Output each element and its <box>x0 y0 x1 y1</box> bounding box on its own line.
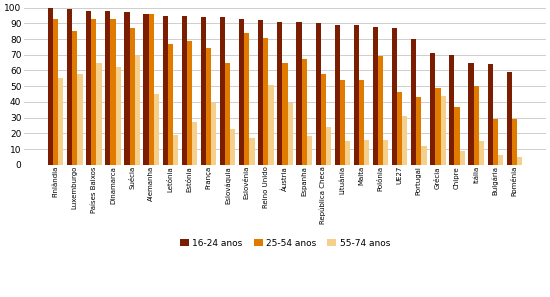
Bar <box>105 11 111 165</box>
Bar <box>58 78 63 165</box>
Bar <box>354 25 359 165</box>
Bar <box>383 140 388 165</box>
Bar <box>402 116 408 165</box>
Bar <box>78 74 82 165</box>
Bar <box>421 146 427 165</box>
Bar <box>211 103 216 165</box>
Bar <box>460 151 465 165</box>
Bar <box>316 23 321 165</box>
Bar <box>392 28 397 165</box>
Bar <box>148 14 154 165</box>
Bar <box>378 56 383 165</box>
Legend: 16-24 anos, 25-54 anos, 55-74 anos: 16-24 anos, 25-54 anos, 55-74 anos <box>176 235 394 251</box>
Bar <box>454 107 460 165</box>
Bar <box>469 63 474 165</box>
Bar <box>124 12 129 165</box>
Bar <box>96 63 102 165</box>
Bar <box>154 94 159 165</box>
Bar <box>225 63 230 165</box>
Bar <box>478 141 484 165</box>
Bar <box>517 157 522 165</box>
Bar <box>373 26 378 165</box>
Bar <box>441 96 446 165</box>
Bar <box>163 15 168 165</box>
Bar <box>340 80 345 165</box>
Bar <box>416 97 421 165</box>
Bar <box>182 15 187 165</box>
Bar <box>230 129 235 165</box>
Bar <box>436 88 441 165</box>
Bar <box>263 37 268 165</box>
Bar <box>498 155 503 165</box>
Bar <box>474 86 478 165</box>
Bar <box>72 31 78 165</box>
Bar <box>135 56 140 165</box>
Bar <box>283 63 288 165</box>
Bar <box>411 39 416 165</box>
Bar <box>487 64 493 165</box>
Bar <box>334 25 340 165</box>
Bar <box>129 28 135 165</box>
Bar <box>206 48 211 165</box>
Bar <box>345 141 350 165</box>
Bar <box>86 11 91 165</box>
Bar <box>268 85 274 165</box>
Bar <box>364 140 369 165</box>
Bar <box>449 55 454 165</box>
Bar <box>220 17 225 165</box>
Bar <box>173 135 178 165</box>
Bar <box>249 138 255 165</box>
Bar <box>201 17 206 165</box>
Bar <box>192 122 197 165</box>
Bar <box>430 53 436 165</box>
Bar <box>512 119 517 165</box>
Bar <box>301 59 307 165</box>
Bar <box>168 44 173 165</box>
Bar <box>144 14 149 165</box>
Bar <box>48 8 53 165</box>
Bar <box>359 80 364 165</box>
Bar <box>326 127 331 165</box>
Bar <box>239 19 244 165</box>
Bar <box>91 19 96 165</box>
Bar <box>111 19 116 165</box>
Bar <box>67 9 72 165</box>
Bar <box>277 22 283 165</box>
Bar <box>187 41 192 165</box>
Bar <box>397 92 402 165</box>
Bar <box>507 72 512 165</box>
Bar <box>296 22 301 165</box>
Bar <box>288 103 293 165</box>
Bar <box>116 67 121 165</box>
Bar <box>258 20 263 165</box>
Bar <box>307 136 312 165</box>
Bar <box>244 33 249 165</box>
Bar <box>321 74 326 165</box>
Bar <box>53 19 58 165</box>
Bar <box>493 119 498 165</box>
